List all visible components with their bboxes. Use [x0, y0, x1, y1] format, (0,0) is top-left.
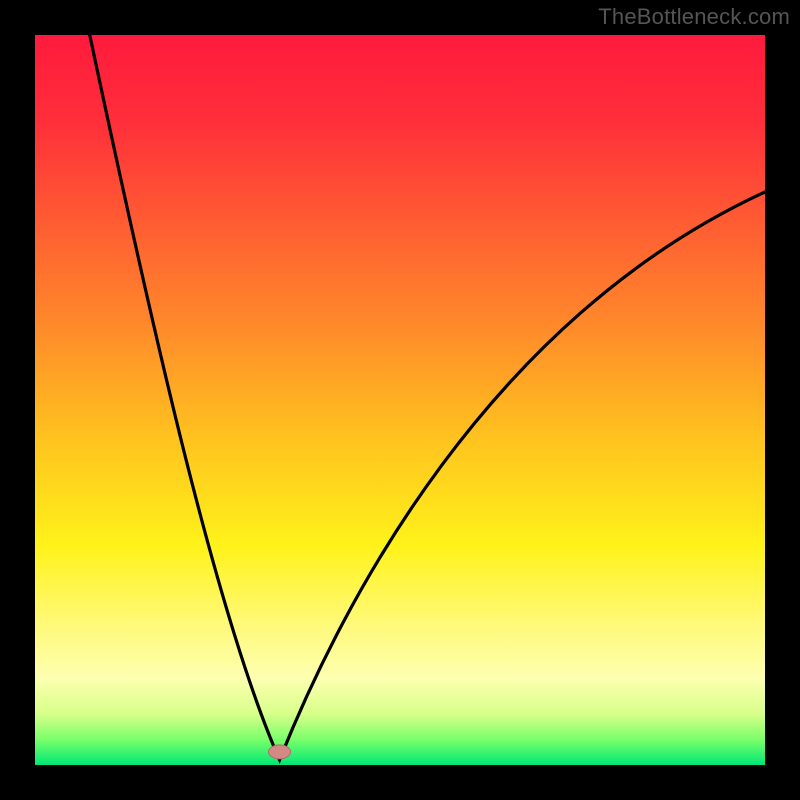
watermark-text: TheBottleneck.com [598, 4, 790, 30]
plot-area [35, 35, 765, 765]
chart-frame: TheBottleneck.com [0, 0, 800, 800]
optimal-point-marker [269, 745, 291, 759]
plot-svg [35, 35, 765, 765]
gradient-background [35, 35, 765, 765]
